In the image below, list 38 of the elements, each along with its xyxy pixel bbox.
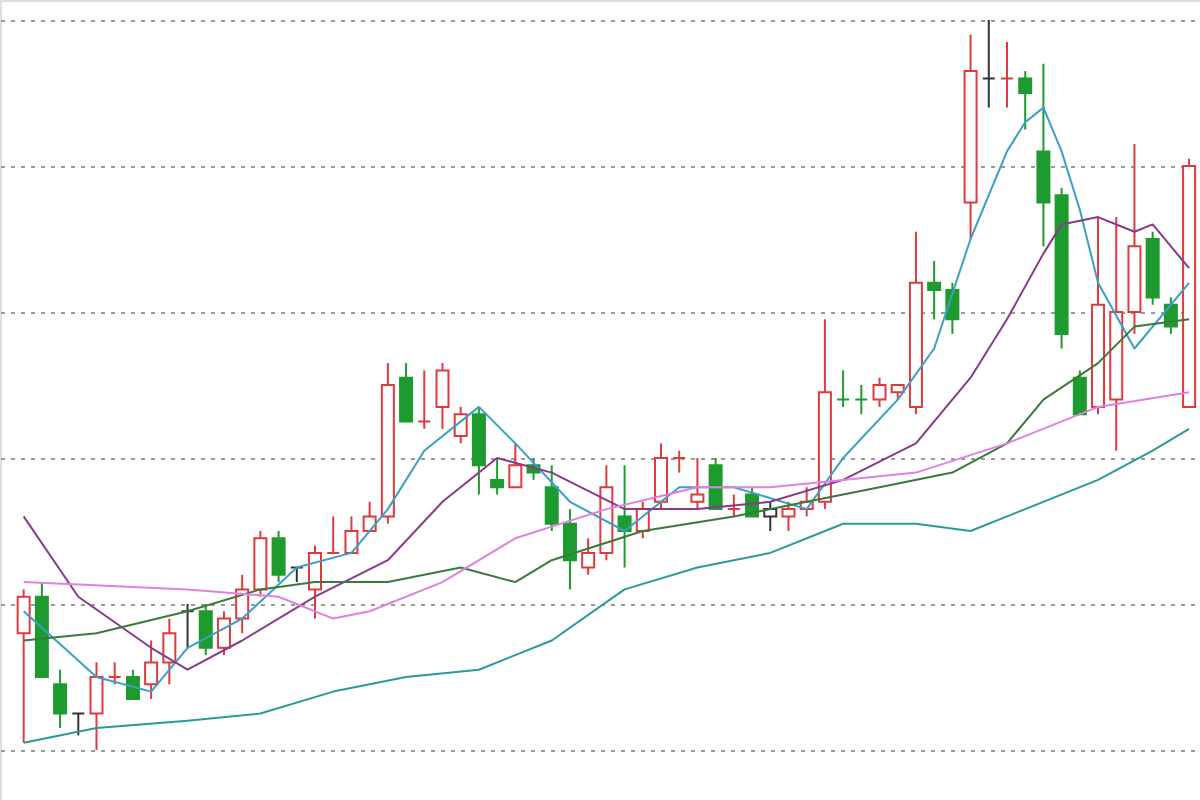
candlestick: [927, 259, 942, 321]
candlestick: [107, 661, 122, 686]
candlestick: [872, 376, 887, 408]
candlestick: [508, 442, 523, 489]
candlestick: [216, 610, 231, 657]
candlestick: [125, 668, 140, 700]
candlestick: [89, 661, 104, 751]
candlestick: [53, 668, 68, 730]
candlestick: [654, 442, 668, 511]
candlestick: [562, 508, 577, 591]
candlestick: [198, 603, 213, 657]
candlestick: [836, 369, 851, 408]
candlestick: [690, 457, 705, 511]
candlestick: [344, 515, 359, 554]
candlestick: [1072, 369, 1087, 416]
candlestick: [289, 566, 304, 584]
candlestick: [16, 588, 31, 744]
candlestick: [726, 493, 741, 518]
candlestick: [144, 639, 159, 700]
candlestick: [981, 19, 996, 109]
candlestick: [417, 369, 432, 430]
candlestick: [271, 530, 286, 584]
candlestick: [399, 362, 414, 423]
candlestick: [435, 362, 450, 430]
candlestick: [180, 603, 195, 649]
candlestick: [362, 500, 377, 532]
candlestick: [326, 515, 341, 554]
candlestick: [854, 384, 869, 416]
candlestick: [1018, 70, 1033, 131]
candlestick: [162, 617, 177, 686]
candlestick: [544, 464, 559, 532]
candlestick: [781, 500, 796, 532]
candlestick: [490, 457, 505, 496]
candlestick: [453, 405, 468, 445]
candlestick: [71, 712, 86, 737]
candlestick: [999, 40, 1014, 109]
candlestick: [581, 537, 596, 576]
candlestick: [672, 449, 687, 474]
